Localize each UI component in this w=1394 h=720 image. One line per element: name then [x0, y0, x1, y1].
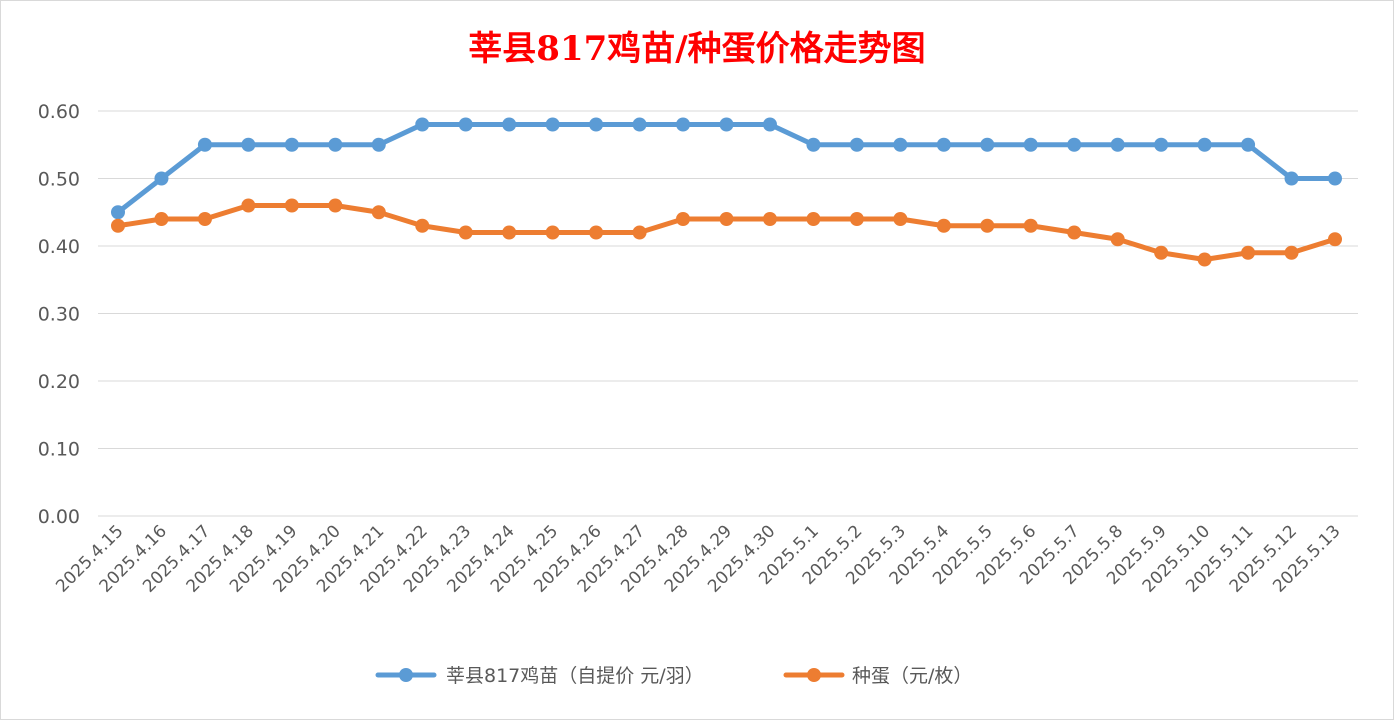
data-point [1110, 232, 1125, 247]
y-tick-label: 0.60 [38, 101, 80, 123]
data-point [545, 225, 560, 240]
y-tick-label: 0.50 [38, 169, 80, 191]
legend-label: 种蛋（元/枚） [852, 665, 972, 687]
data-point [1154, 137, 1169, 152]
data-point [676, 117, 691, 132]
data-point [197, 137, 212, 152]
data-point [806, 212, 821, 226]
data-point [1197, 137, 1212, 152]
data-point [719, 117, 734, 132]
chart-title: 莘县817鸡苗/种蛋价格走势图 [468, 29, 925, 69]
data-point [1284, 245, 1299, 260]
data-point [893, 212, 908, 226]
data-point [936, 218, 951, 233]
data-point [111, 205, 125, 220]
data-point [154, 171, 169, 186]
legend-swatch-marker [807, 668, 821, 682]
data-point [328, 137, 343, 152]
data-point [415, 117, 430, 132]
data-point [1067, 225, 1082, 240]
data-point [458, 117, 473, 132]
data-point [762, 212, 777, 226]
data-point [632, 117, 647, 132]
data-point [371, 205, 386, 220]
data-point [1110, 137, 1125, 152]
data-point [1241, 245, 1256, 260]
data-point [893, 137, 908, 152]
data-point [936, 137, 951, 152]
data-point [458, 225, 473, 240]
y-axis-ticks: 0.00 0.10 0.20 0.30 0.40 0.50 0.60 [38, 101, 80, 528]
data-point [284, 198, 299, 213]
data-point [1067, 137, 1082, 152]
data-point [806, 137, 821, 152]
data-point [762, 117, 777, 132]
data-point [1284, 171, 1299, 186]
data-point [1328, 171, 1342, 186]
data-point [241, 198, 256, 213]
data-point [589, 117, 604, 132]
data-point [1154, 245, 1169, 260]
series-1 [111, 117, 1342, 220]
data-point [1023, 218, 1038, 233]
y-tick-label: 0.40 [38, 236, 80, 258]
data-point [589, 225, 604, 240]
data-point [1023, 137, 1038, 152]
legend: 莘县817鸡苗（自提价 元/羽） 种蛋（元/枚） [375, 665, 972, 687]
data-point [980, 137, 995, 152]
data-point [371, 137, 386, 152]
data-point [415, 218, 430, 233]
data-point [632, 225, 647, 240]
y-tick-label: 0.30 [38, 304, 80, 326]
data-point [1197, 252, 1212, 267]
legend-label: 莘县817鸡苗（自提价 元/羽） [446, 665, 704, 687]
series-2 [111, 198, 1342, 267]
data-point [980, 218, 995, 233]
y-tick-label: 0.20 [38, 371, 80, 393]
series-layer [111, 117, 1342, 267]
data-point [328, 198, 343, 213]
data-point [849, 137, 864, 152]
data-point [545, 117, 560, 132]
y-tick-label: 0.10 [38, 439, 80, 461]
data-point [284, 137, 299, 152]
data-point [1241, 137, 1256, 152]
y-tick-label: 0.00 [38, 506, 80, 528]
data-point [241, 137, 256, 152]
data-point [719, 212, 734, 226]
data-point [154, 212, 169, 226]
data-point [1328, 232, 1342, 247]
data-point [111, 218, 125, 233]
data-point [676, 212, 691, 226]
data-point [197, 212, 212, 226]
gridlines [98, 110, 1358, 517]
data-point [502, 117, 517, 132]
data-point [849, 212, 864, 226]
data-point [502, 225, 517, 240]
legend-swatch-marker [399, 668, 413, 682]
